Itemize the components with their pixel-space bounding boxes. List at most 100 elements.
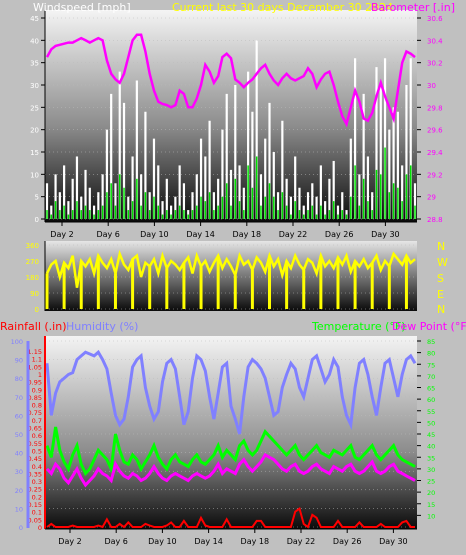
barometer-axis-label: Barometer [.in] (371, 1, 455, 14)
direction-plot-area (45, 241, 417, 311)
rainfall-tick-label: 0.65 (28, 425, 42, 433)
temperature-tick-label: 30 (427, 466, 435, 474)
humidity-tick-label: 60 (15, 412, 23, 420)
temperature-tick-label: 35 (427, 454, 435, 462)
compass-label-s: S (437, 272, 444, 285)
temperature-tick-label: 55 (427, 408, 435, 416)
humidity-tick-label: 80 (15, 375, 23, 383)
temperature-tick-label: 15 (427, 501, 435, 509)
x-tick-label: Day 10 (140, 230, 169, 239)
temperature-tick-label: 65 (427, 385, 435, 393)
humidity-tick-label: 10 (15, 505, 23, 513)
compass-label-n-bottom: N (437, 303, 445, 316)
temperature-tick-label: 45 (427, 431, 435, 439)
humidity-tick-label: 90 (15, 357, 23, 365)
y-right-tick-label: 29.4 (427, 149, 443, 157)
rainfall-tick-label: 0.85 (28, 394, 42, 402)
x-tick-label: Day 2 (58, 537, 81, 546)
rainfall-tick-label: 0.1 (32, 509, 42, 517)
y-right-tick-label: 29 (427, 194, 436, 202)
y-tick-label: 40 (30, 37, 39, 45)
y-right-tick-label: 29.8 (427, 104, 443, 112)
x-tick-label: Day 30 (371, 230, 400, 239)
barometer-series-line (45, 33, 416, 128)
x-tick-label: Day 26 (333, 537, 362, 546)
rainfall-tick-label: 0.9 (32, 386, 42, 394)
rainfall-axis-label: Rainfall (.in) (0, 320, 67, 333)
y-tick-label: 180 (26, 274, 39, 282)
y-tick-label: 35 (30, 60, 39, 68)
temperature-tick-label: 85 (427, 338, 435, 346)
temperature-axis-label: Temperature (°F) (311, 320, 406, 333)
temperature-series-line (45, 426, 416, 477)
y-right-tick-label: 29.2 (427, 171, 443, 179)
dewpoint-series-line (45, 452, 416, 488)
x-tick-label: Day 10 (148, 537, 177, 546)
dewpoint-axis-label: Dew Point (°F) (392, 320, 466, 333)
x-tick-label: Day 6 (104, 537, 127, 546)
x-tick-label: Day 6 (96, 230, 119, 239)
y-right-tick-label: 29.6 (427, 127, 443, 135)
humidity-tick-label: 0 (19, 524, 23, 532)
humidity-tick-label: 40 (15, 450, 23, 458)
humidity-axis-label: Humidity (%) (66, 320, 138, 333)
y-tick-label: 360 (26, 242, 39, 250)
chart-title: Current last 30 days December 30 2024 (172, 1, 393, 14)
wind-direction-series-line (45, 249, 416, 288)
rainfall-tick-label: 0.35 (28, 470, 42, 478)
rainfall-tick-label: 0 (38, 524, 42, 532)
rainfall-tick-label: 0.15 (28, 501, 42, 509)
rainfall-series-line (46, 506, 415, 529)
x-tick-label: Day 22 (279, 230, 308, 239)
rainfall-tick-label: 1.1 (32, 356, 42, 364)
humidity-tick-label: 20 (15, 487, 23, 495)
compass-label-n-top: N (437, 240, 445, 253)
y-tick-label: 15 (30, 149, 39, 157)
x-tick-label: Day 14 (186, 230, 215, 239)
x-tick-label: Day 26 (325, 230, 354, 239)
humidity-tick-label: 70 (15, 394, 23, 402)
temperature-tick-label: 50 (427, 419, 435, 427)
y-tick-label: 25 (30, 104, 39, 112)
y-tick-label: 270 (26, 258, 39, 266)
y-tick-label: 45 (30, 15, 39, 23)
compass-label-w: W (437, 256, 448, 269)
rainfall-tick-label: 0.95 (28, 379, 42, 387)
rainfall-tick-label: 1.05 (28, 363, 42, 371)
rainfall-tick-label: 1.15 (28, 348, 42, 356)
y-right-tick-label: 30.4 (427, 37, 443, 45)
temperature-tick-label: 10 (427, 512, 435, 520)
bottom-plot-area (45, 336, 417, 529)
x-tick-label: Day 18 (233, 230, 262, 239)
humidity-tick-label: 30 (15, 468, 23, 476)
rainfall-tick-label: 0.45 (28, 455, 42, 463)
temperature-tick-label: 70 (427, 373, 435, 381)
temperature-tick-label: 60 (427, 396, 435, 404)
x-tick-label: Day 14 (194, 537, 223, 546)
temperature-tick-label: 75 (427, 361, 435, 369)
rainfall-tick-label: 0.55 (28, 440, 42, 448)
y-tick-label: 20 (30, 127, 39, 135)
compass-label-e: E (437, 288, 444, 301)
rainfall-tick-label: 0.7 (32, 417, 42, 425)
temperature-tick-label: 25 (427, 478, 435, 486)
x-tick-label: Day 30 (379, 537, 408, 546)
x-tick-label: Day 22 (287, 537, 316, 546)
y-right-tick-label: 30 (427, 82, 436, 90)
rainfall-tick-label: 0.25 (28, 486, 42, 494)
humidity-series-line (45, 349, 417, 435)
y-tick-label: 0 (35, 216, 39, 224)
rainfall-tick-label: 0.3 (32, 478, 42, 486)
temperature-tick-label: 80 (427, 350, 435, 358)
rainfall-tick-label: 0.8 (32, 402, 42, 410)
rainfall-tick-label: 0.6 (32, 432, 42, 440)
rainfall-tick-label: 0.4 (32, 463, 42, 471)
humidity-tick-label: 50 (15, 431, 23, 439)
y-right-tick-label: 30.6 (427, 15, 443, 23)
y-tick-label: 10 (30, 171, 39, 179)
temperature-tick-label: 20 (427, 489, 435, 497)
y-right-tick-label: 30.2 (427, 60, 443, 68)
y-tick-label: 30 (30, 82, 39, 90)
x-tick-label: Day 2 (50, 230, 73, 239)
